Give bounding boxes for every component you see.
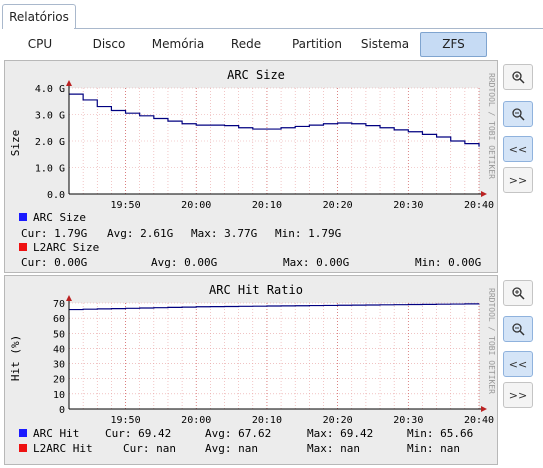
y-tick-label: 1.0 G xyxy=(35,164,65,175)
zoom-out-button[interactable] xyxy=(503,316,533,342)
legend-l2arc-size-max: Max: 0.00G xyxy=(283,256,349,269)
y-tick-label: 20 xyxy=(53,375,65,386)
subtab-partition[interactable]: Partition xyxy=(291,37,342,51)
zoom-in-icon xyxy=(512,287,525,300)
tab-relatorios[interactable]: Relatórios xyxy=(2,4,76,29)
legend-l2arc-hit-avg: Avg: nan xyxy=(205,442,258,455)
y-tick-label: 50 xyxy=(53,329,65,340)
subtab-rede[interactable]: Rede xyxy=(230,37,262,51)
subtab-memoria[interactable]: Memória xyxy=(151,37,205,51)
forward-button[interactable]: >> xyxy=(503,167,533,193)
y-tick-label: 40 xyxy=(53,344,65,355)
y-tick-label: 70 xyxy=(53,299,65,310)
tab-divider xyxy=(74,28,543,29)
legend-l2arc-size-min: Min: 0.00G xyxy=(415,256,481,269)
y-tick-label: 0 xyxy=(59,405,65,416)
legend-arc-hit-max: Max: 69.42 xyxy=(307,427,373,440)
arc-size-chart: ARC Size Size RRDTOOL / TOBI OETIKER 0.0… xyxy=(9,68,496,269)
x-tick-label: 20:20 xyxy=(323,415,353,426)
legend-l2arc-hit-min: Min: nan xyxy=(407,442,460,455)
legend-arc-hit-avg: Avg: 67.62 xyxy=(205,427,271,440)
legend-arc-hit-min: Min: 65.66 xyxy=(407,427,473,440)
legend-arc-size-min: Min: 1.79G xyxy=(275,227,341,240)
zoom-out-button[interactable] xyxy=(503,101,533,127)
y-axis-arrow xyxy=(66,295,72,301)
x-tick-label: 20:00 xyxy=(181,200,211,211)
plot-area xyxy=(69,303,479,409)
legend-arc-hit: ARC Hit xyxy=(33,427,79,440)
legend-l2arc-size: L2ARC Size xyxy=(33,241,99,254)
legend-arc-size-avg: Avg: 2.61G xyxy=(107,227,173,240)
subtab-cpu[interactable]: CPU xyxy=(27,37,53,51)
x-axis-arrow xyxy=(481,191,487,197)
arc-hit-panel: ARC Hit Ratio Hit (%) RRDTOOL / TOBI OET… xyxy=(4,275,498,465)
chart-title: ARC Size xyxy=(227,68,285,82)
legend-arc-hit-cur: Cur: 69.42 xyxy=(105,427,171,440)
x-tick-label: 20:10 xyxy=(252,415,282,426)
legend-l2arc-hit-cur: Cur: nan xyxy=(123,442,176,455)
legend-arc-size-cur: Cur: 1.79G xyxy=(21,227,87,240)
y-tick-label: 4.0 G xyxy=(35,84,65,95)
back-button[interactable]: << xyxy=(503,136,533,162)
arc-size-series-0 xyxy=(69,93,480,147)
x-axis-arrow xyxy=(481,406,487,412)
legend-swatch-l2arc-size xyxy=(19,243,27,251)
y-tick-label: 60 xyxy=(53,314,65,325)
arc-hit-chart: ARC Hit Ratio Hit (%) RRDTOOL / TOBI OET… xyxy=(9,283,496,455)
zoom-out-icon xyxy=(512,323,525,336)
back-button[interactable]: << xyxy=(503,351,533,377)
watermark: RRDTOOL / TOBI OETIKER xyxy=(487,73,496,179)
y-tick-label: 30 xyxy=(53,360,65,371)
y-axis-label: Hit (%) xyxy=(9,335,22,381)
legend-l2arc-size-avg: Avg: 0.00G xyxy=(151,256,217,269)
subtab-zfs[interactable]: ZFS xyxy=(420,32,487,57)
arc-hit-series-0 xyxy=(69,303,480,311)
legend-swatch-arc-hit xyxy=(19,429,27,437)
x-tick-label: 19:50 xyxy=(110,415,140,426)
x-tick-label: 20:20 xyxy=(323,200,353,211)
y-tick-label: 3.0 G xyxy=(35,111,65,122)
legend-swatch-l2arc-hit xyxy=(19,444,27,452)
legend-arc-size-max: Max: 3.77G xyxy=(191,227,257,240)
y-tick-label: 0.0 xyxy=(47,190,65,201)
legend-l2arc-hit: L2ARC Hit xyxy=(33,442,93,455)
x-tick-label: 20:40 xyxy=(464,200,494,211)
legend-arc-size: ARC Size xyxy=(33,211,86,224)
subtab-bar: CPU Disco Memória Rede Partition Sistema… xyxy=(0,29,543,58)
x-tick-label: 19:50 xyxy=(110,200,140,211)
chart-title: ARC Hit Ratio xyxy=(209,283,303,297)
y-axis-arrow xyxy=(66,80,72,86)
x-tick-label: 20:30 xyxy=(393,200,423,211)
zoom-out-icon xyxy=(512,108,525,121)
y-tick-label: 2.0 G xyxy=(35,137,65,148)
y-tick-label: 10 xyxy=(53,390,65,401)
forward-button[interactable]: >> xyxy=(503,382,533,408)
legend-swatch-arc-size xyxy=(19,213,27,221)
zoom-in-button[interactable] xyxy=(503,280,533,306)
zoom-in-icon xyxy=(512,71,525,84)
x-tick-label: 20:30 xyxy=(393,415,423,426)
subtab-sistema[interactable]: Sistema xyxy=(360,37,410,51)
x-tick-label: 20:10 xyxy=(252,200,282,211)
x-tick-label: 20:00 xyxy=(181,415,211,426)
legend-l2arc-hit-max: Max: nan xyxy=(307,442,360,455)
x-tick-label: 20:40 xyxy=(464,415,494,426)
y-axis-label: Size xyxy=(9,130,22,157)
watermark: RRDTOOL / TOBI OETIKER xyxy=(487,288,496,394)
legend-l2arc-size-cur: Cur: 0.00G xyxy=(21,256,87,269)
zoom-in-button[interactable] xyxy=(503,64,533,90)
subtab-disco[interactable]: Disco xyxy=(92,37,126,51)
arc-size-panel: ARC Size Size RRDTOOL / TOBI OETIKER 0.0… xyxy=(4,60,498,273)
